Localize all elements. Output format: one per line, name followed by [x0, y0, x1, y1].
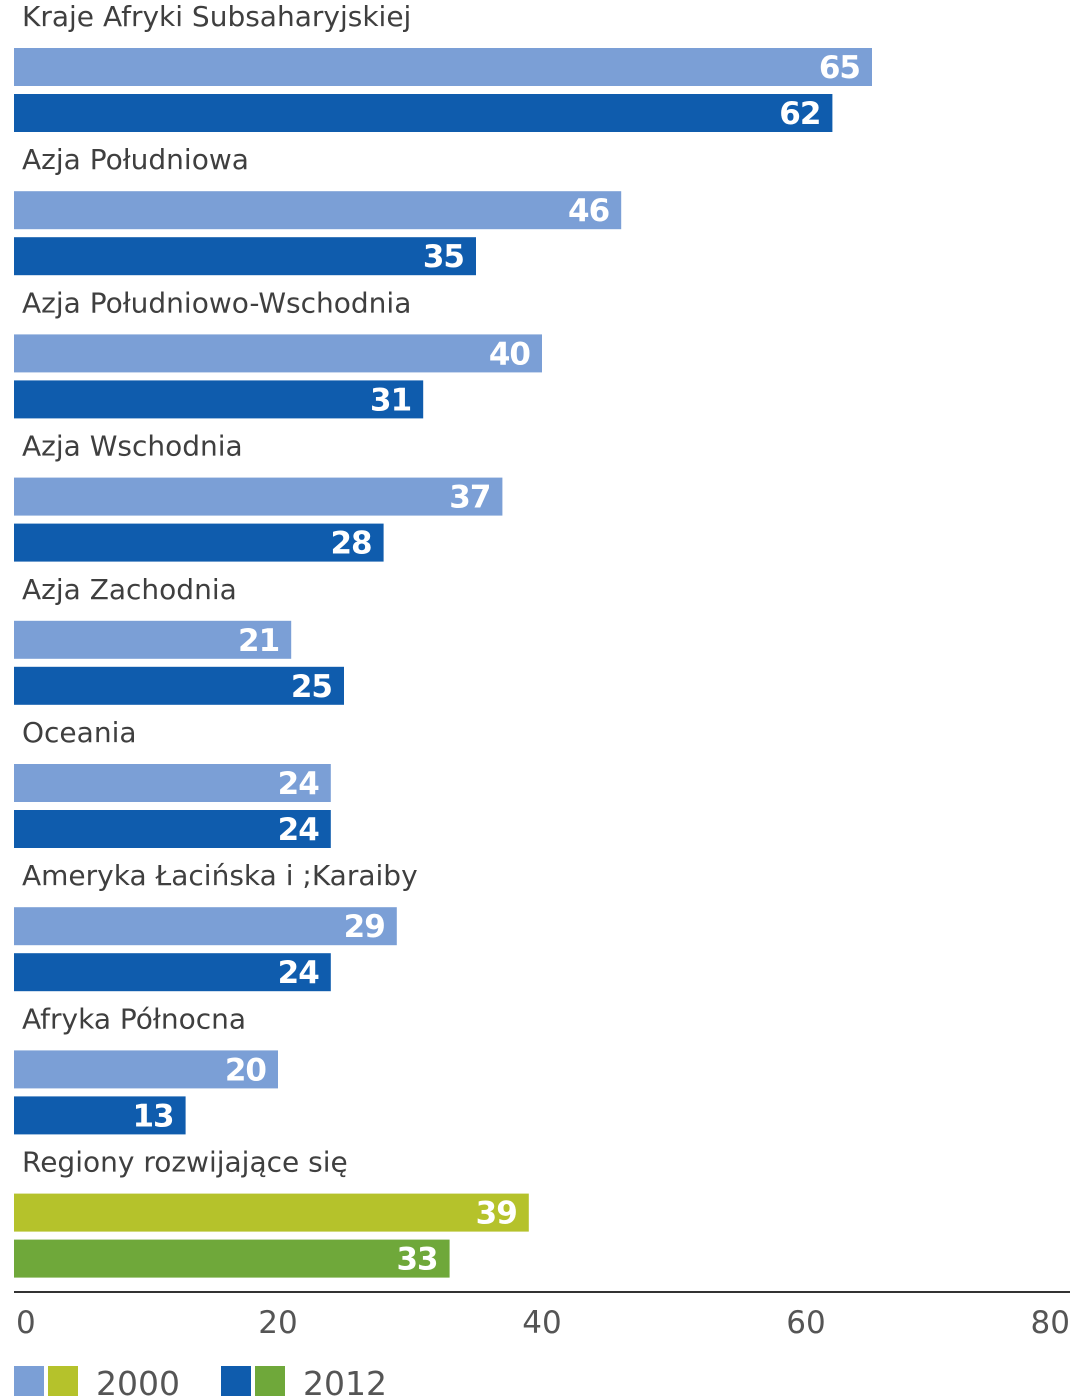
x-axis: 0 20 40 60 80 [14, 1291, 1070, 1341]
bars-layer: Kraje Afryki Subsaharyjskiej 65 62 Azja Poł… [14, 0, 872, 1278]
bar-value-label: 62 [779, 96, 820, 132]
category-label: Azja Południowo-Wschodnia [22, 286, 411, 319]
bar-2000 [14, 907, 397, 946]
category-label: Azja Wschodnia [22, 430, 243, 463]
bar-2012 [14, 237, 476, 276]
x-tick-label: 80 [1031, 1305, 1070, 1341]
bar-2012 [14, 523, 384, 562]
bar-2012 [14, 1239, 450, 1278]
bar-value-label: 46 [568, 193, 609, 229]
bar-2012 [14, 380, 424, 419]
legend-swatch-2000 [48, 1366, 78, 1396]
x-tick-label: 60 [786, 1305, 825, 1341]
bar-2000 [14, 764, 331, 802]
bar-value-label: 25 [291, 669, 332, 705]
x-tick-label: 0 [16, 1305, 36, 1341]
bar-2000 [14, 620, 292, 659]
legend-label: 2012 [303, 1364, 387, 1399]
bar-2000 [14, 334, 542, 373]
bar-value-label: 33 [396, 1242, 437, 1278]
bar-value-label: 24 [278, 766, 320, 802]
bar-2012 [14, 953, 331, 992]
legend-swatch-2000 [14, 1366, 44, 1396]
bar-value-label: 35 [423, 239, 464, 275]
legend: 2000 2012 [14, 1364, 387, 1399]
category-label: Azja Południowa [22, 143, 249, 176]
bar-value-label: 28 [330, 526, 371, 562]
bar-value-label: 65 [819, 50, 860, 86]
bar-2012 [14, 666, 344, 705]
bar-value-label: 39 [476, 1196, 517, 1232]
x-tick-label: 40 [522, 1305, 561, 1341]
bar-value-label: 37 [449, 480, 490, 516]
bar-value-label: 29 [344, 909, 385, 945]
category-label: Azja Zachodnia [22, 573, 237, 606]
bar-2000 [14, 1050, 278, 1089]
x-tick-label: 20 [258, 1305, 297, 1341]
category-label: Oceania [22, 716, 137, 749]
legend-swatch-2012 [221, 1366, 251, 1396]
bar-2000 [14, 1193, 529, 1232]
bar-2000 [14, 191, 622, 230]
category-label: Regiony rozwijające się [22, 1146, 348, 1179]
bar-2012 [14, 94, 833, 132]
bar-value-label: 31 [370, 382, 411, 418]
bar-2000 [14, 477, 503, 516]
bar-value-label: 40 [489, 336, 531, 372]
legend-label: 2000 [96, 1364, 180, 1399]
bar-value-label: 24 [278, 955, 320, 991]
bar-2000 [14, 48, 872, 86]
category-label: Afryka Północna [22, 1002, 246, 1035]
bar-value-label: 21 [238, 623, 279, 659]
bar-2012 [14, 810, 331, 848]
bar-value-label: 20 [225, 1052, 267, 1088]
bar-value-label: 13 [132, 1098, 173, 1134]
category-label: Kraje Afryki Subsaharyjskiej [22, 0, 411, 33]
category-label: Ameryka Łacińska i ;Karaiby [22, 859, 418, 892]
legend-swatch-2012 [255, 1366, 285, 1396]
bar-2012 [14, 1096, 186, 1135]
bar-value-label: 24 [278, 812, 320, 848]
